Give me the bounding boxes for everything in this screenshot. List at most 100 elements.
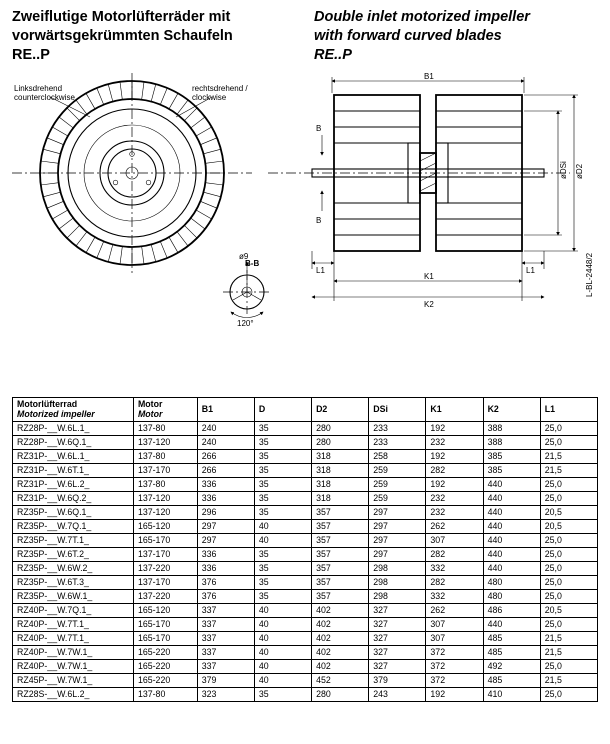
table-cell: 137-220 [133,561,197,575]
table-row: RZ35P-__W.7Q.1_165-120297403572972624402… [13,519,598,533]
table-cell: RZ35P-__W.6W.1_ [13,589,134,603]
table-row: RZ28P-__W.6Q.1_137-120240352802332323882… [13,435,598,449]
table-cell: 21,5 [540,645,597,659]
table-cell: 137-120 [133,491,197,505]
table-cell: RZ40P-__W.7W.1_ [13,659,134,673]
table-cell: 35 [254,477,311,491]
table-row: RZ35P-__W.6T.3_137-170376353572982824802… [13,575,598,589]
table-cell: RZ35P-__W.6Q.1_ [13,505,134,519]
table-row: RZ31P-__W.6T.1_137-170266353182592823852… [13,463,598,477]
dim-DSi: øDSi [559,161,568,179]
hdr-motor-de: Motor [138,399,162,409]
table-cell: 40 [254,631,311,645]
table-cell: 165-220 [133,645,197,659]
table-cell: 372 [426,673,483,687]
table-cell: 40 [254,519,311,533]
table-cell: 258 [369,449,426,463]
table-cell: 357 [312,533,369,547]
table-cell: 307 [426,617,483,631]
table-cell: 137-120 [133,505,197,519]
table-cell: 35 [254,687,311,701]
table-cell: 165-220 [133,673,197,687]
table-cell: 35 [254,463,311,477]
dim-L1-l: L1 [316,266,325,275]
title-en-l2: with forward curved blades [314,27,598,46]
table-cell: 40 [254,659,311,673]
table-cell: 165-170 [133,533,197,547]
table-cell: 20,5 [540,519,597,533]
table-cell: 385 [483,449,540,463]
table-cell: 266 [197,449,254,463]
table-cell: 40 [254,673,311,687]
table-cell: 297 [197,533,254,547]
technical-diagram: Linksdrehend counterclockwise rechtsdreh… [12,73,598,335]
table-cell: 282 [426,463,483,477]
table-cell: 485 [483,673,540,687]
table-cell: 357 [312,547,369,561]
table-cell: 40 [254,533,311,547]
hdr-model: Motorlüfterrad Motorized impeller [13,397,134,421]
table-cell: 440 [483,519,540,533]
table-cell: 282 [426,547,483,561]
table-cell: 25,0 [540,435,597,449]
table-cell: 21,5 [540,449,597,463]
title-de-l2: vorwärtsgekrümmten Schaufeln [12,27,296,46]
section-detail: B-B ø9 120° [223,252,271,328]
table-cell: 259 [369,477,426,491]
table-row: RZ40P-__W.7W.1_165-220337404023273724922… [13,659,598,673]
table-cell: RZ40P-__W.7T.1_ [13,617,134,631]
table-cell: 40 [254,645,311,659]
table-row: RZ31P-__W.6L.1_137-802663531825819238521… [13,449,598,463]
table-cell: 336 [197,477,254,491]
table-cell: 35 [254,449,311,463]
diagram-svg: Linksdrehend counterclockwise rechtsdreh… [12,73,598,335]
table-cell: 25,0 [540,687,597,701]
table-cell: RZ40P-__W.7W.1_ [13,645,134,659]
table-cell: 25,0 [540,533,597,547]
hdr-motor: Motor Motor [133,397,197,421]
table-cell: 40 [254,617,311,631]
table-cell: RZ35P-__W.7Q.1_ [13,519,134,533]
table-row: RZ45P-__W.7W.1_165-220379404523793724852… [13,673,598,687]
table-cell: 336 [197,561,254,575]
table-cell: RZ35P-__W.6W.2_ [13,561,134,575]
table-cell: 137-170 [133,575,197,589]
table-cell: 480 [483,575,540,589]
table-cell: 327 [369,645,426,659]
table-cell: 35 [254,575,311,589]
table-cell: 440 [483,561,540,575]
table-row: RZ40P-__W.7Q.1_165-120337404023272624862… [13,603,598,617]
table-cell: 376 [197,589,254,603]
table-cell: 327 [369,659,426,673]
table-cell: 35 [254,547,311,561]
hdr-K1: K1 [426,397,483,421]
table-cell: 165-120 [133,519,197,533]
hub-dia-label: ø9 [239,252,249,261]
table-row: RZ40P-__W.7T.1_165-170337404023273074852… [13,631,598,645]
table-cell: 280 [312,687,369,701]
table-cell: RZ45P-__W.7W.1_ [13,673,134,687]
table-cell: 452 [312,673,369,687]
table-cell: 280 [312,421,369,435]
hdr-model-de: Motorlüfterrad [17,399,77,409]
table-cell: 25,0 [540,617,597,631]
table-cell: 20,5 [540,603,597,617]
table-cell: 232 [426,435,483,449]
table-row: RZ40P-__W.7W.1_165-220337404023273724852… [13,645,598,659]
table-cell: RZ31P-__W.6L.1_ [13,449,134,463]
title-de-l1: Zweiflutige Motorlüfterräder mit [12,8,296,27]
table-cell: 402 [312,631,369,645]
table-cell: 25,0 [540,421,597,435]
table-cell: 280 [312,435,369,449]
table-cell: 259 [369,491,426,505]
table-cell: 35 [254,561,311,575]
table-cell: 327 [369,617,426,631]
table-cell: 372 [426,659,483,673]
table-cell: 192 [426,687,483,701]
table-cell: 137-80 [133,449,197,463]
table-cell: 492 [483,659,540,673]
table-cell: RZ28P-__W.6L.1_ [13,421,134,435]
table-cell: 240 [197,421,254,435]
table-cell: RZ35P-__W.6T.3_ [13,575,134,589]
table-cell: 35 [254,435,311,449]
